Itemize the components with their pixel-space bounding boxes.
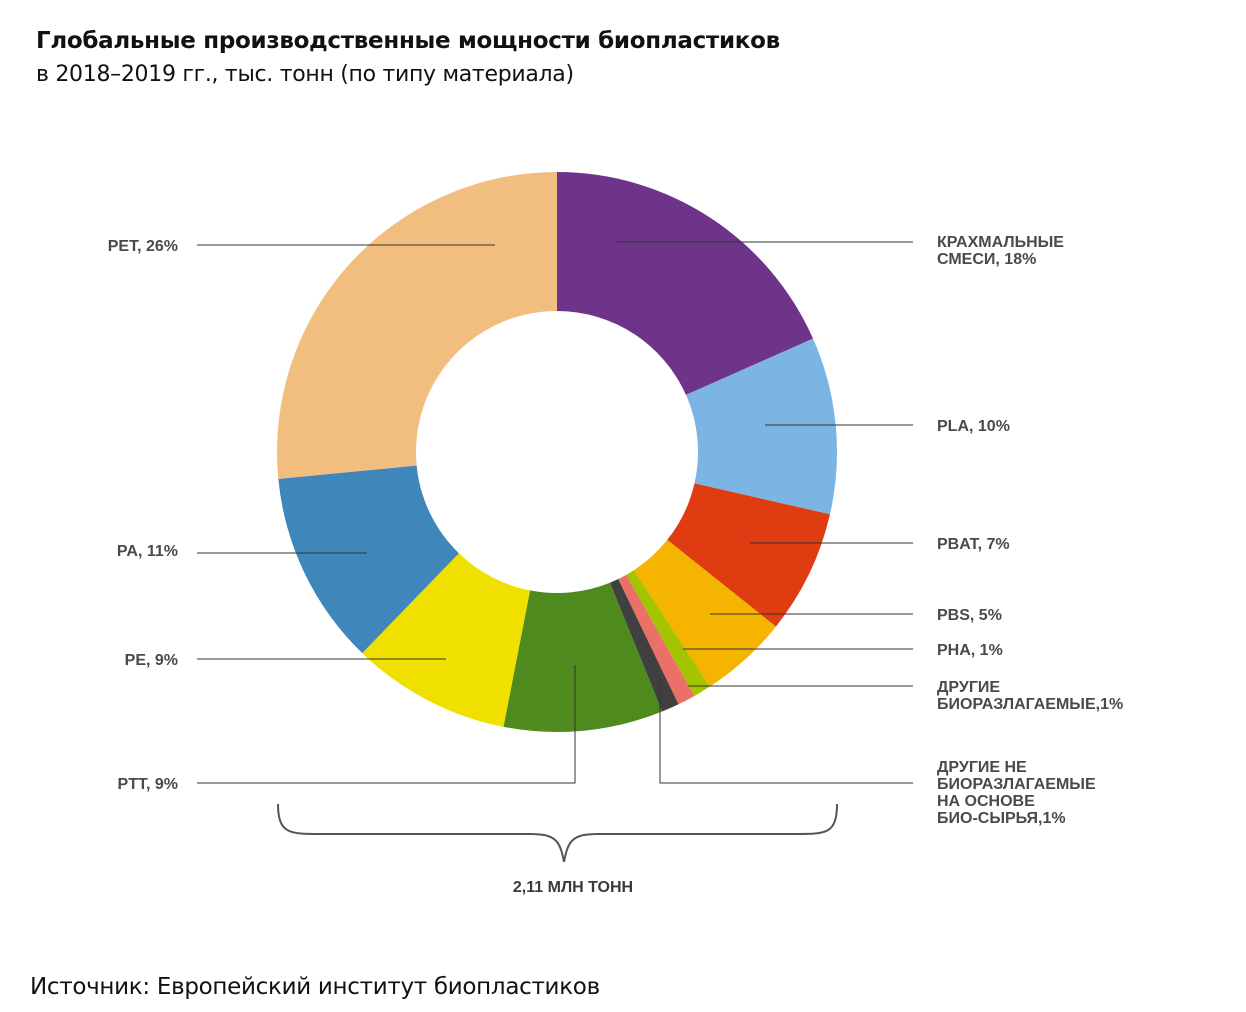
- slice-label-line: PBAT, 7%: [937, 536, 1010, 553]
- slice-label-0: КРАХМАЛЬНЫЕ СМЕСИ, 18%: [937, 234, 1064, 268]
- slice-label-line: СМЕСИ, 18%: [937, 251, 1036, 268]
- slice-label-line: PBS, 5%: [937, 607, 1002, 624]
- slice-2: [667, 483, 830, 627]
- slice-label-line: PHA, 1%: [937, 642, 1003, 659]
- slice-label-2: PBAT, 7%: [937, 536, 1010, 553]
- chart-title: Глобальные производственные мощности био…: [36, 28, 780, 54]
- slice-label-line: PET, 26%: [108, 238, 178, 255]
- slice-label-line: PA, 11%: [117, 543, 178, 560]
- slice-7: [503, 582, 663, 732]
- leader-line-7: [197, 665, 576, 784]
- slice-4: [626, 570, 710, 696]
- slice-labels: КРАХМАЛЬНЫЕ СМЕСИ, 18% PLA, 10% PBAT, 7% PBS…: [108, 234, 1123, 827]
- slice-label-line: КРАХМАЛЬНЫЕ: [937, 234, 1064, 251]
- slice-label-6: ДРУГИЕ НЕ БИОРАЗЛАГАЕМЫЕ НА ОСНОВЕ БИО-СЫРЬ…: [937, 759, 1096, 827]
- slice-0: [557, 172, 814, 395]
- slice-label-10: PET, 26%: [108, 238, 178, 255]
- leader-lines: [197, 241, 913, 784]
- donut-slices: [277, 172, 837, 732]
- slice-label-line: PE, 9%: [125, 652, 178, 669]
- slice-label-line: ДРУГИЕ: [937, 679, 1000, 696]
- slice-label-line: НА ОСНОВЕ: [937, 793, 1035, 810]
- source-note: Источник: Европейский институт биопласти…: [30, 974, 600, 1000]
- leader-line-6: [659, 678, 913, 784]
- slice-5: [618, 574, 695, 705]
- slice-label-8: PE, 9%: [125, 652, 178, 669]
- slice-label-1: PLA, 10%: [937, 418, 1010, 435]
- slice-label-line: БИОРАЗЛАГАЕМЫЕ,1%: [937, 696, 1123, 713]
- slice-label-line: PTT, 9%: [118, 776, 178, 793]
- slice-label-9: PA, 11%: [117, 543, 178, 560]
- slice-1: [685, 338, 837, 515]
- slice-6: [609, 579, 679, 712]
- slice-label-line: БИО-СЫРЬЯ,1%: [937, 810, 1066, 827]
- chart-subtitle: в 2018–2019 гг., тыс. тонн (по типу мате…: [36, 62, 574, 87]
- slice-label-line: ДРУГИЕ НЕ: [937, 759, 1027, 776]
- slice-label-3: PBS, 5%: [937, 607, 1002, 624]
- slice-10: [277, 172, 557, 479]
- slice-label-5: ДРУГИЕ БИОРАЗЛАГАЕМЫЕ,1%: [937, 679, 1123, 713]
- slice-label-line: PLA, 10%: [937, 418, 1010, 435]
- slice-9: [278, 465, 459, 654]
- slice-label-line: БИОРАЗЛАГАЕМЫЕ: [937, 776, 1096, 793]
- slice-3: [633, 539, 776, 687]
- total-label: 2,11 МЛН ТОНН: [513, 879, 633, 896]
- total-brace: [277, 803, 838, 863]
- slice-label-7: PTT, 9%: [118, 776, 178, 793]
- slice-label-4: PHA, 1%: [937, 642, 1003, 659]
- slice-8: [362, 553, 531, 727]
